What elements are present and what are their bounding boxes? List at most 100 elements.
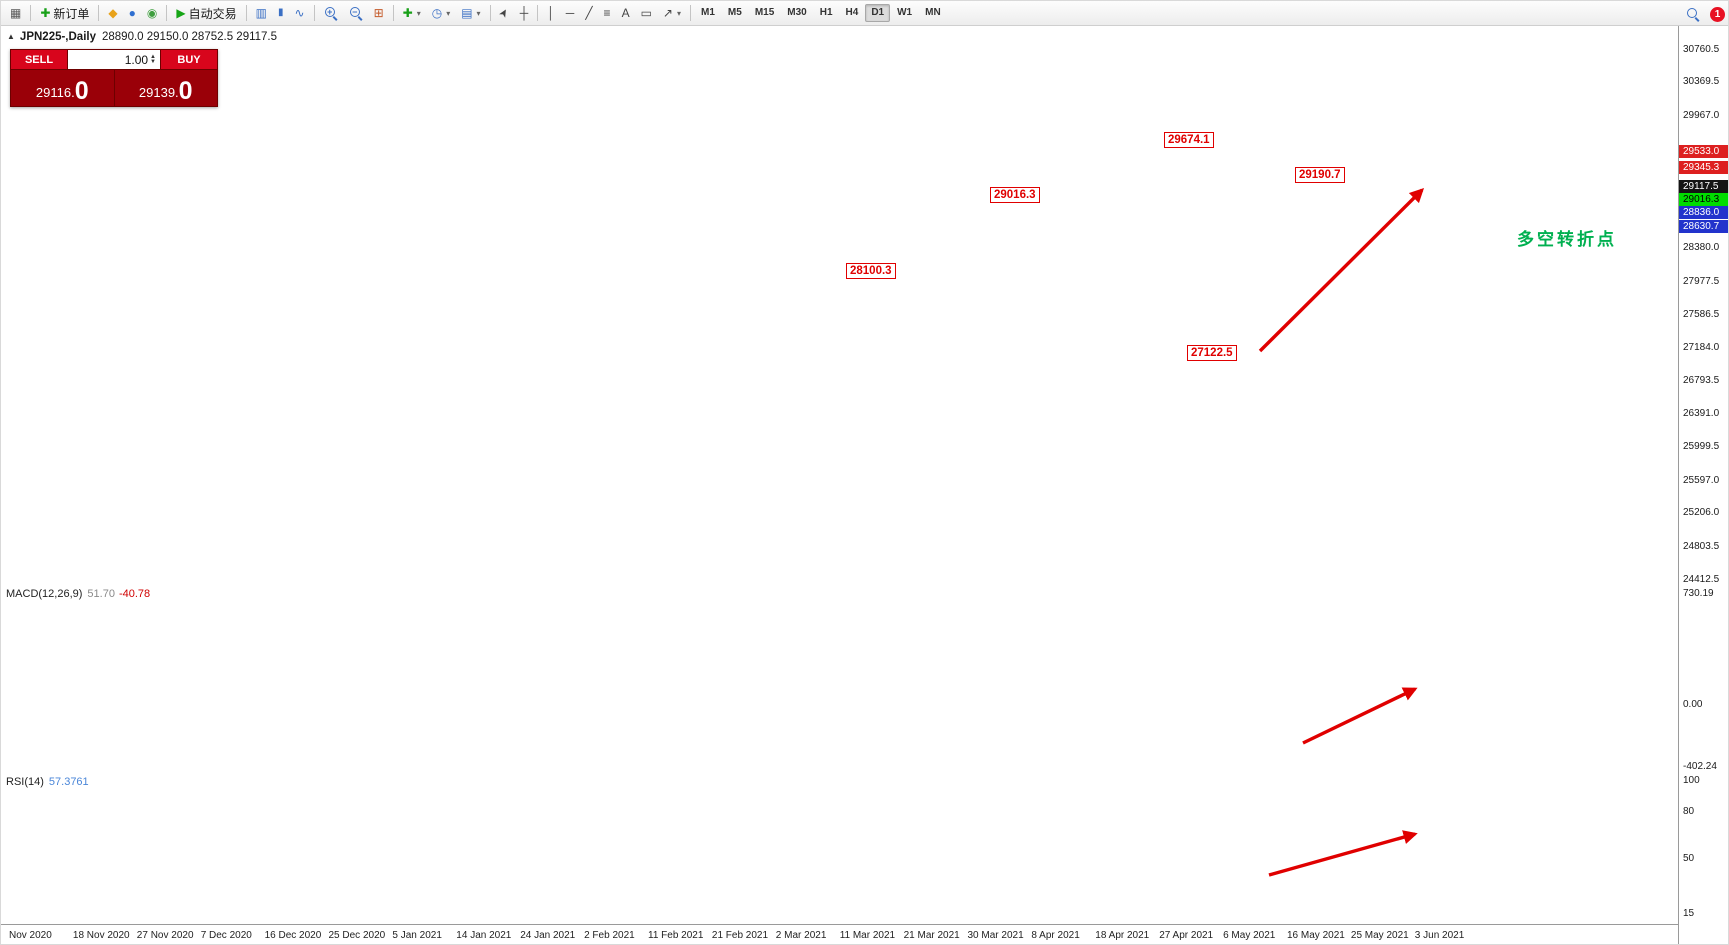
panel-divider[interactable] — [1, 583, 1728, 585]
timeframe-m5[interactable]: M5 — [727, 7, 742, 18]
vertical-line-icon[interactable]: │ — [547, 6, 555, 20]
toolbar-separator — [166, 5, 168, 21]
magnifier-icon: + — [324, 6, 338, 20]
price-callout[interactable]: 29674.1 — [1164, 132, 1214, 148]
indicator-axis-label: 0.00 — [1683, 699, 1703, 711]
macd-label: MACD(12,26,9) 51.70 -40.78 — [6, 588, 150, 600]
date-label: 30 Mar 2021 — [967, 930, 1024, 941]
shapes-icon[interactable]: ↗ ▾ — [662, 6, 681, 20]
indicators-icon[interactable]: ✚ ▾ — [402, 6, 421, 20]
chevron-down-icon: ▾ — [676, 8, 681, 18]
timeframe-m15[interactable]: M15 — [754, 7, 775, 18]
bar-chart-icon[interactable]: ▥ — [255, 6, 267, 20]
macd-name: MACD(12,26,9) — [6, 588, 83, 600]
macd-panel[interactable] — [1, 585, 1678, 771]
rsi-panel[interactable] — [1, 773, 1678, 924]
date-label: 5 Jan 2021 — [392, 930, 442, 941]
timeframe-m30[interactable]: M30 — [787, 7, 807, 18]
buy-price-button[interactable]: 29139. 0 — [138, 77, 193, 105]
chart-window-icon[interactable]: ▦ — [10, 6, 22, 20]
toolbar-separator — [392, 5, 394, 21]
date-label: 16 Dec 2020 — [264, 930, 322, 941]
price-tag: 29016.3 — [1679, 192, 1728, 206]
autotrading-button[interactable]: ▶ 自动交易 — [176, 6, 237, 21]
zoom-out-icon[interactable]: − — [344, 3, 368, 23]
trendline-icon[interactable]: ╱ — [585, 6, 593, 20]
rsi-line — [28, 778, 1411, 891]
line-chart-icon[interactable]: ∿ — [294, 6, 305, 20]
notification-badge[interactable]: 1 — [1710, 6, 1725, 22]
rsi-value: 57.3761 — [48, 776, 89, 788]
annotation-text[interactable]: 多空转折点 — [1517, 230, 1617, 249]
price-callout[interactable]: 27122.5 — [1187, 345, 1237, 361]
templates-icon[interactable]: ▤ ▾ — [461, 6, 481, 20]
date-label: 18 Nov 2020 — [72, 930, 130, 941]
time-axis[interactable]: Nov 2020 18 Nov 2020 27 Nov 2020 7 Dec 2020… — [1, 924, 1678, 944]
new-order-button[interactable]: ✚ 新订单 — [40, 6, 90, 21]
crosshair-icon[interactable]: ┼ — [519, 6, 529, 20]
macd-signal-value: -40.78 — [118, 588, 151, 600]
main-chart[interactable] — [1, 26, 1678, 583]
macd-signal-line — [18, 610, 1411, 758]
timeframe-mn[interactable]: MN — [925, 7, 941, 18]
date-label: Nov 2020 — [9, 930, 52, 941]
metaeditor-icon[interactable]: ◆ — [108, 6, 118, 20]
chevron-down-icon: ▾ — [416, 8, 421, 18]
one-click-trading-panel: SELL ▲▼ BUY 29116.0 29139.0 — [10, 49, 218, 107]
candles — [5, 50, 1415, 537]
date-label: 21 Mar 2021 — [903, 930, 960, 941]
price-axis[interactable]: 30760.5 30369.5 29967.0 28380.0 27977.5 27586… — [1678, 26, 1728, 944]
panel-divider[interactable] — [1, 771, 1728, 773]
chevron-down-icon: ▾ — [476, 8, 481, 18]
indicator-axis-label: 50 — [1683, 852, 1695, 864]
timeframe-d1[interactable]: D1 — [865, 4, 891, 22]
market-watch-icon[interactable]: ● — [128, 6, 136, 20]
volume-down-icon[interactable]: ▼ — [150, 58, 156, 65]
toolbar-separator — [313, 5, 315, 21]
buy-button[interactable]: BUY — [161, 50, 217, 69]
chart-symbol: JPN225-,Daily — [19, 31, 96, 43]
price-callout[interactable]: 29190.7 — [1295, 167, 1345, 183]
price-tag: 29533.0 — [1679, 145, 1728, 158]
macd-histogram — [17, 597, 1412, 768]
timeframe-h1[interactable]: H1 — [819, 7, 833, 18]
price-callout[interactable]: 28100.3 — [846, 263, 896, 279]
price-axis-label: 29967.0 — [1683, 109, 1720, 121]
volume-field: ▲▼ — [67, 50, 161, 69]
price-callout[interactable]: 29016.3 — [990, 187, 1040, 203]
date-label: 25 May 2021 — [1350, 930, 1409, 941]
candlestick-chart-icon[interactable]: ▮ — [277, 7, 284, 18]
timeframe-m1[interactable]: M1 — [701, 7, 715, 18]
periods-icon[interactable]: ◷ ▾ — [431, 6, 451, 20]
help-info-icon[interactable]: ◉ — [146, 6, 158, 20]
date-label: 7 Dec 2020 — [200, 930, 252, 941]
sell-price-button[interactable]: 29116. 0 — [11, 70, 115, 106]
sell-button[interactable]: SELL — [11, 50, 67, 69]
rsi-label: RSI(14) 57.3761 — [6, 776, 89, 788]
search-icon[interactable] — [1681, 4, 1705, 24]
date-label: 21 Feb 2021 — [711, 930, 769, 941]
date-label: 27 Nov 2020 — [136, 930, 194, 941]
zoom-in-icon[interactable]: + — [319, 3, 343, 23]
fibonacci-icon[interactable]: ≡ — [603, 6, 611, 20]
magnifier-icon — [1686, 7, 1700, 21]
highlight-zone[interactable] — [1273, 183, 1447, 191]
volume-stepper[interactable]: ▲ ▼ — [148, 54, 158, 65]
cursor-icon[interactable]: ➤ — [496, 5, 512, 20]
timeframe-w1[interactable]: W1 — [897, 7, 913, 18]
label-icon[interactable]: ▭ — [640, 6, 652, 20]
tile-windows-icon[interactable]: ⊞ — [373, 6, 384, 20]
text-icon[interactable]: A — [621, 6, 630, 20]
timeframe-h4[interactable]: H4 — [845, 7, 859, 18]
date-label: 2 Mar 2021 — [775, 930, 827, 941]
price-axis-label: 30369.5 — [1683, 76, 1720, 88]
volume-input[interactable] — [88, 52, 149, 67]
horizontal-line-icon[interactable]: ─ — [565, 6, 575, 20]
macd-value: 51.70 — [87, 588, 115, 600]
price-tag: 28836.0 — [1679, 205, 1728, 219]
toolbar-separator — [690, 5, 691, 21]
indicator-axis-label: 15 — [1683, 907, 1695, 919]
one-click-collapse-icon[interactable]: ▲ — [7, 32, 15, 41]
date-label: 3 Jun 2021 — [1414, 930, 1465, 941]
